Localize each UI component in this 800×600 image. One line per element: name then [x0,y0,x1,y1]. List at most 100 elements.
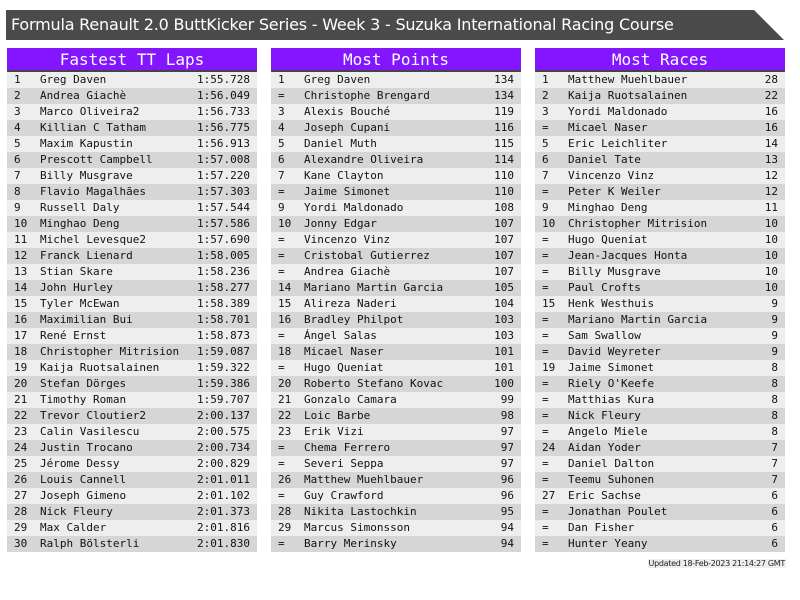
rank: = [542,121,549,134]
driver-name: Gonzalo Camara [304,393,397,406]
table-row: = Guy Crawford 96 [271,488,521,504]
page-title: Formula Renault 2.0 ButtKicker Series - … [6,10,784,40]
driver-name: Nikita Lastochkin [304,505,417,518]
rank: 24 [542,441,556,454]
driver-name: Matthew Muehlbauer [304,473,424,486]
driver-name: Tyler McEwan [40,297,120,310]
value: 99 [500,393,514,406]
rank: 2 [542,89,549,102]
table-row: = Matthias Kura 8 [535,392,785,408]
driver-name: Christophe Brengard [304,89,430,102]
rank: = [278,185,285,198]
table-row: = Jean-Jacques Honta 10 [535,248,785,264]
rank: 6 [278,153,285,166]
rank: 7 [278,169,285,182]
driver-name: Maximilian Bui [40,313,133,326]
rank: 15 [542,297,556,310]
value: 1:56.913 [197,137,250,150]
table-row: = Chema Ferrero 97 [271,440,521,456]
value: 1:58.701 [197,313,250,326]
value: 96 [500,489,514,502]
table-row: 2 Andrea Giachè 1:56.049 [7,88,257,104]
value: 100 [494,377,514,390]
value: 2:00.829 [197,457,250,470]
table-row: 30 Ralph Bölsterli 2:01.830 [7,536,257,552]
table-row: 9 Russell Daly 1:57.544 [7,200,257,216]
rank: = [542,377,549,390]
value: 104 [494,297,514,310]
rank: = [542,185,549,198]
table-row: 20 Roberto Stefano Kovac 100 [271,376,521,392]
value: 134 [494,89,514,102]
value: 8 [771,409,778,422]
driver-name: Maxim Kapustin [40,137,133,150]
table-row: 28 Nick Fleury 2:01.373 [7,504,257,520]
table-heading: Most Races [535,48,785,72]
table-row: 19 Jaime Simonet 8 [535,360,785,376]
rank: 26 [278,473,292,486]
driver-name: Peter K Weiler [568,185,661,198]
table-row: 15 Tyler McEwan 1:58.389 [7,296,257,312]
rank: = [542,345,549,358]
driver-name: Teemu Suhonen [568,473,655,486]
driver-name: Mariano Martin Garcia [304,281,444,294]
most-races-table: Most Races 1 Matthew Muehlbauer 28 2 Kaija R… [535,48,785,552]
value: 1:56.733 [197,105,250,118]
driver-name: Ángel Salas [304,329,377,342]
driver-name: Hugo Queniat [304,361,384,374]
value: 1:58.005 [197,249,250,262]
driver-name: Prescott Campbell [40,153,153,166]
table-row: = Hunter Yeany 6 [535,536,785,552]
table-row: 15 Alireza Naderi 104 [271,296,521,312]
value: 7 [771,441,778,454]
driver-name: Matthias Kura [568,393,655,406]
value: 2:01.011 [197,473,250,486]
value: 1:56.049 [197,89,250,102]
table-row: 25 Jérome Dessy 2:00.829 [7,456,257,472]
value: 105 [494,281,514,294]
rank: 25 [14,457,28,470]
driver-name: Vincenzo Vinz [568,169,655,182]
value: 2:01.830 [197,537,250,550]
driver-name: Hunter Yeany [568,537,648,550]
value: 1:57.008 [197,153,250,166]
table-row: 22 Loic Barbe 98 [271,408,521,424]
value: 98 [500,409,514,422]
value: 94 [500,521,514,534]
rank: 7 [542,169,549,182]
driver-name: Max Calder [40,521,107,534]
rank: 5 [542,137,549,150]
table-row: 3 Alexis Bouché 119 [271,104,521,120]
rank: 27 [542,489,556,502]
value: 94 [500,537,514,550]
driver-name: Trevor Cloutier2 [40,409,146,422]
value: 1:55.728 [197,73,250,86]
value: 7 [771,473,778,486]
table-row: 4 Joseph Cupani 116 [271,120,521,136]
driver-name: Jonathan Poulet [568,505,668,518]
table-row: 6 Daniel Tate 13 [535,152,785,168]
value: 2:00.137 [197,409,250,422]
rank: 5 [14,137,21,150]
rank: 19 [542,361,556,374]
rank: = [278,361,285,374]
fastest-tt-laps-table: Fastest TT Laps 1 Greg Daven 1:55.728 2 Andr… [7,48,257,552]
value: 97 [500,425,514,438]
value: 95 [500,505,514,518]
table-row: 16 Maximilian Bui 1:58.701 [7,312,257,328]
driver-name: Chema Ferrero [304,441,391,454]
driver-name: Killian C Tatham [40,121,146,134]
value: 6 [771,537,778,550]
updated-timestamp: Updated 18-Feb-2023 21:14:27 GMT [647,559,786,568]
table-row: 9 Yordi Maldonado 108 [271,200,521,216]
table-row: 23 Calin Vasilescu 2:00.575 [7,424,257,440]
driver-name: Alexis Bouché [304,105,391,118]
value: 107 [494,249,514,262]
table-row: = Nick Fleury 8 [535,408,785,424]
table-row: = Sam Swallow 9 [535,328,785,344]
driver-name: Minghao Deng [568,201,648,214]
rank: 12 [14,249,28,262]
rank: 17 [14,329,28,342]
table-row: 27 Joseph Gimeno 2:01.102 [7,488,257,504]
table-row: = Daniel Dalton 7 [535,456,785,472]
